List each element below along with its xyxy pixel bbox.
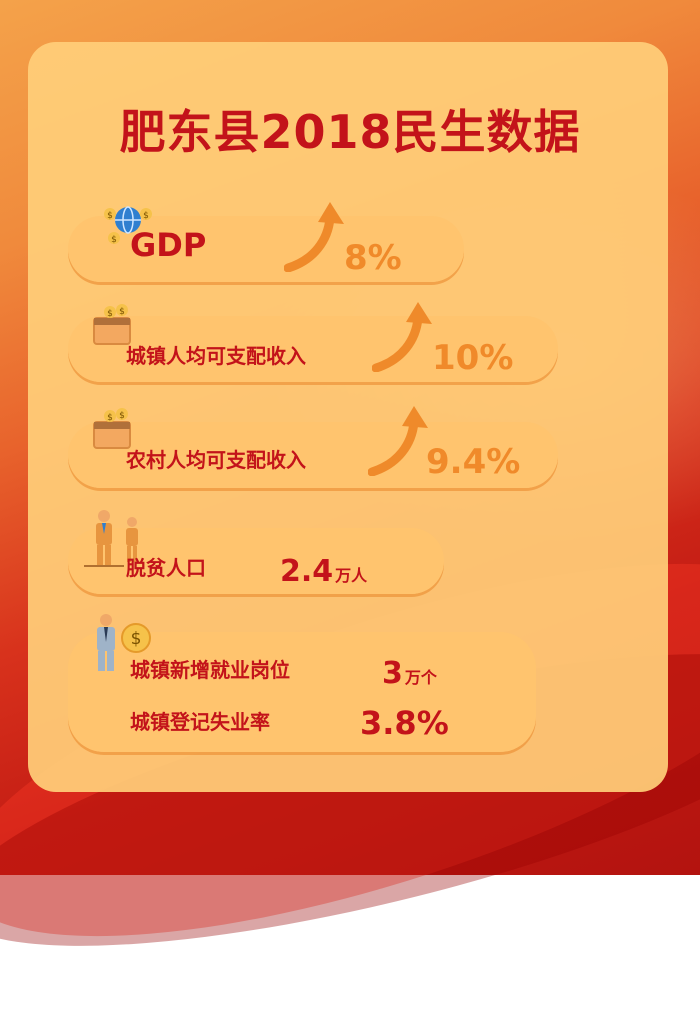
stat-row-rural-income <box>68 422 558 488</box>
wallet-coins-icon: $ $ <box>93 304 131 345</box>
stat-label-urban-income: 城镇人均可支配收入 <box>126 344 306 368</box>
svg-text:$: $ <box>119 411 125 421</box>
stat-row-urban-income <box>68 316 558 382</box>
stat-value-rural-income: 9.4% <box>426 442 521 482</box>
globe-money-icon: $ $ $ <box>104 206 152 245</box>
stat-value-poverty: 2.4 万人 <box>280 554 367 589</box>
stat-label-unemployment: 城镇登记失业率 <box>130 710 270 734</box>
worker-money-icon: $ <box>97 614 151 671</box>
stat-value-gdp: 8% <box>344 238 402 278</box>
stat-label-new-jobs: 城镇新增就业岗位 <box>130 658 290 682</box>
svg-text:$: $ <box>107 211 113 221</box>
arrow-up-icon <box>372 302 432 372</box>
stat-value-unemployment: 3.8% <box>360 704 449 742</box>
stat-value-new-jobs: 3 万个 <box>382 656 437 691</box>
page-title: 肥东县2018民生数据 <box>119 105 581 159</box>
svg-text:$: $ <box>119 307 125 317</box>
stat-label-rural-income: 农村人均可支配收入 <box>126 448 306 472</box>
stat-unit-new-jobs: 万个 <box>404 668 437 687</box>
stat-value-poverty-number: 2.4 <box>280 554 334 589</box>
stat-label-poverty: 脱贫人口 <box>126 556 206 580</box>
svg-text:$: $ <box>143 211 149 221</box>
stat-value-urban-income: 10% <box>432 338 514 378</box>
svg-text:$: $ <box>107 413 113 423</box>
svg-text:$: $ <box>131 629 142 649</box>
people-icon <box>84 510 138 567</box>
stat-value-new-jobs-number: 3 <box>382 656 403 691</box>
stat-row-employment <box>68 632 536 752</box>
arrow-up-icon <box>368 406 428 476</box>
stat-label-gdp: GDP <box>130 226 207 264</box>
arrow-up-icon <box>284 202 344 272</box>
stat-unit-poverty: 万人 <box>335 566 368 585</box>
svg-text:$: $ <box>111 235 117 245</box>
svg-text:$: $ <box>107 309 113 319</box>
wallet-coins-icon: $ $ <box>93 408 131 449</box>
